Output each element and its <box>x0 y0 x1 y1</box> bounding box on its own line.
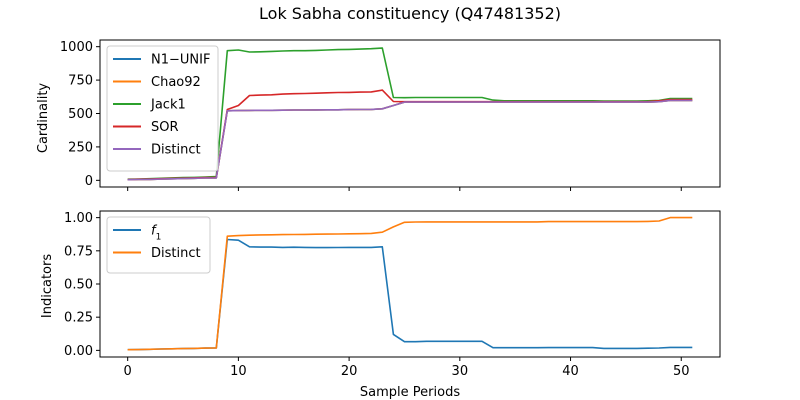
chart-title: Lok Sabha constituency (Q47481352) <box>259 4 561 23</box>
x-tick-label-3: 30 <box>452 364 469 379</box>
legend-label-0-1: Chao92 <box>151 75 201 90</box>
y-tick-label-0-2: 500 <box>68 107 93 122</box>
top-panel: 0 250 500 750 1000 N1−UNIF Chao92 Jack1 SOR Disti… <box>60 39 721 191</box>
x-tick-label-1: 10 <box>230 364 247 379</box>
y-tick-label-0-4: 1000 <box>60 40 93 55</box>
legend-label-1-1: Distinct <box>151 246 201 261</box>
y-tick-label-0-3: 750 <box>68 74 93 89</box>
y-tick-label-0-1: 250 <box>68 140 93 155</box>
bottom-y-axis-label: Indicators <box>40 254 55 318</box>
x-tick-label-0: 0 <box>124 364 132 379</box>
x-tick-label-5: 50 <box>673 364 690 379</box>
y-tick-label-1-3: 0.75 <box>64 244 93 259</box>
legend-label-0-0: N1−UNIF <box>151 53 210 68</box>
legend-label-1-0: f1 <box>151 224 161 243</box>
bottom-panel: 0 10 20 30 40 50 0.00 0.25 0.50 0.75 1.00 f1 Distinc… <box>64 210 721 379</box>
legend-label-0-2: Jack1 <box>150 98 186 113</box>
y-tick-label-1-4: 1.00 <box>64 211 93 226</box>
top-y-axis-label: Cardinality <box>36 83 51 154</box>
x-tick-label-2: 20 <box>341 364 358 379</box>
y-tick-label-0-0: 0 <box>85 174 93 189</box>
legend-label-0-4: Distinct <box>151 143 201 158</box>
y-tick-label-1-0: 0.00 <box>64 344 93 359</box>
series-line-1-1 <box>127 216 693 351</box>
legend-label-0-3: SOR <box>151 120 179 135</box>
legend-1 <box>106 216 211 274</box>
y-tick-label-1-2: 0.50 <box>64 278 93 293</box>
x-axis-label: Sample Periods <box>360 385 460 400</box>
x-tick-label-4: 40 <box>562 364 579 379</box>
y-tick-label-1-1: 0.25 <box>64 311 93 326</box>
legend-0 <box>106 45 219 172</box>
series-line-0-4 <box>127 99 693 181</box>
